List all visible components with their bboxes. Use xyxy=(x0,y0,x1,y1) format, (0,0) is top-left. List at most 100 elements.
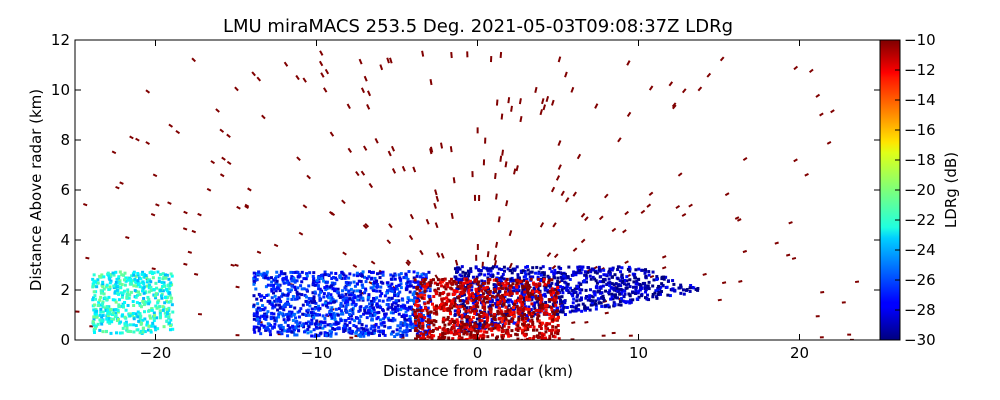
echo-cell xyxy=(598,275,602,279)
echo-cell xyxy=(496,298,500,302)
speckle-mark xyxy=(296,156,301,162)
echo-cell xyxy=(120,273,124,277)
echo-cell xyxy=(434,327,438,331)
echo-cell xyxy=(520,279,524,283)
echo-cell xyxy=(607,305,611,309)
echo-cell xyxy=(453,303,457,307)
echo-cell xyxy=(344,304,348,308)
echo-cell xyxy=(456,311,460,315)
echo-cell xyxy=(109,331,113,335)
echo-cell xyxy=(452,324,456,328)
echo-cell xyxy=(607,277,611,281)
echo-cell xyxy=(525,285,529,289)
echo-cell xyxy=(288,329,292,333)
echo-cell xyxy=(442,305,446,309)
echo-cell xyxy=(531,336,535,340)
speckle-mark xyxy=(409,213,414,220)
echo-cell xyxy=(321,326,325,330)
echo-cell xyxy=(557,288,561,292)
echo-cell xyxy=(155,306,159,310)
echo-cell xyxy=(612,283,616,287)
echo-cell xyxy=(462,281,466,285)
echo-cell xyxy=(521,315,525,319)
echo-cell xyxy=(143,310,147,314)
speckle-mark xyxy=(505,200,509,207)
echo-cell xyxy=(618,300,622,304)
echo-cell xyxy=(479,284,483,288)
echo-cell xyxy=(556,329,560,333)
echo-cell xyxy=(98,318,102,322)
echo-cell xyxy=(634,288,638,292)
echo-cell xyxy=(489,327,493,331)
echo-cell xyxy=(443,323,447,327)
echo-cell xyxy=(509,334,513,338)
echo-cell xyxy=(124,308,128,312)
echo-cell xyxy=(610,267,614,271)
echo-cell xyxy=(467,296,471,300)
echo-cell xyxy=(528,275,532,279)
echo-cell xyxy=(284,277,288,281)
echo-cell xyxy=(312,295,316,299)
echo-cell xyxy=(519,269,523,273)
echo-cell xyxy=(92,303,96,307)
echo-cell xyxy=(500,326,504,330)
echo-cell xyxy=(459,326,463,330)
echo-cell xyxy=(504,305,508,309)
echo-cell xyxy=(511,279,515,283)
echo-cell xyxy=(442,285,446,289)
echo-cell xyxy=(92,331,96,335)
echo-cell xyxy=(425,332,429,336)
echo-cell xyxy=(453,329,457,333)
echo-cell xyxy=(98,328,102,332)
echo-cell xyxy=(516,321,520,325)
echo-cell xyxy=(463,338,467,340)
echo-cell xyxy=(129,330,133,334)
speckle-mark xyxy=(234,263,239,267)
echo-cell xyxy=(153,294,157,298)
echo-cell xyxy=(405,325,409,329)
echo-cell xyxy=(404,310,408,314)
echo-cell xyxy=(154,281,158,285)
echo-cell xyxy=(523,293,527,297)
echo-cell xyxy=(309,330,313,334)
echo-cell xyxy=(278,311,282,315)
echo-cell xyxy=(343,301,347,305)
echo-cell xyxy=(98,274,102,278)
echo-cell xyxy=(571,273,575,277)
echo-cell xyxy=(154,304,158,308)
echo-cell xyxy=(654,295,658,299)
echo-cell xyxy=(276,308,280,312)
echo-cell xyxy=(416,271,420,275)
echo-cell xyxy=(111,313,115,317)
echo-cell xyxy=(465,306,469,310)
echo-cell xyxy=(383,333,387,337)
echo-cell xyxy=(497,267,501,271)
echo-cell xyxy=(442,297,446,301)
echo-cell xyxy=(561,291,565,295)
echo-cell xyxy=(310,300,314,304)
echo-cell xyxy=(375,282,379,286)
echo-cell xyxy=(423,278,427,282)
echo-cell xyxy=(628,294,632,298)
y-tick-label: 8 xyxy=(60,131,70,149)
echo-cell xyxy=(460,313,464,317)
echo-cell xyxy=(518,326,522,330)
echo-cell xyxy=(506,314,510,318)
echo-cell xyxy=(486,281,490,285)
speckle-mark xyxy=(565,197,570,203)
echo-cell xyxy=(140,272,144,276)
echo-cell xyxy=(132,317,136,321)
echo-cell xyxy=(119,291,123,295)
echo-cell xyxy=(111,311,115,315)
echo-cell xyxy=(640,294,644,298)
echo-cell xyxy=(361,296,365,300)
echo-cell xyxy=(163,295,167,299)
echo-cell xyxy=(147,297,151,301)
echo-cell xyxy=(159,289,163,293)
speckle-mark xyxy=(193,272,199,276)
echo-cell xyxy=(517,319,521,323)
echo-cell xyxy=(468,321,472,325)
echo-cell xyxy=(658,292,662,296)
echo-cell xyxy=(403,304,407,308)
